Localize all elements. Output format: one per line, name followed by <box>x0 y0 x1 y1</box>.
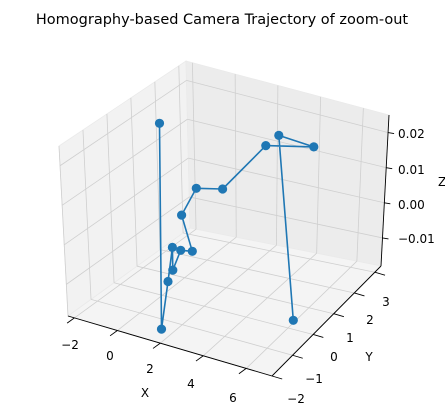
x-gridline <box>74 228 197 319</box>
x-tick-label: 4 <box>187 377 195 391</box>
trajectory-point <box>309 142 319 152</box>
z-tick <box>386 167 393 170</box>
grid-lines <box>58 62 389 377</box>
y-tick-label: 3 <box>382 295 390 309</box>
y-gridline <box>154 81 161 250</box>
y-tick-label: 0 <box>330 350 338 364</box>
x-tick <box>152 342 161 349</box>
y-gridline <box>136 265 334 315</box>
axes-lines <box>67 114 390 377</box>
y-gridline <box>58 145 69 317</box>
x-gridline <box>245 260 358 369</box>
x-gridline <box>316 96 322 254</box>
x-axis-label: X <box>141 386 149 400</box>
y-gridline <box>82 129 92 300</box>
y-gridline <box>130 97 138 267</box>
z-gridline <box>64 157 189 246</box>
x-gridline <box>203 252 317 357</box>
trajectory-point <box>177 210 187 220</box>
y-axis-line <box>271 265 382 377</box>
x-tick <box>66 317 75 324</box>
x-tick <box>195 355 204 362</box>
chart-title: Homography-based Camera Trajectory of zo… <box>36 12 408 28</box>
x-gridline <box>234 74 237 238</box>
trajectory-point <box>288 315 298 325</box>
y-tick-label: 2 <box>366 313 374 327</box>
y-gridline <box>113 282 314 335</box>
y-tick <box>374 271 386 276</box>
x-gridline <box>356 108 364 262</box>
trajectory-point <box>261 141 271 151</box>
x-gridline <box>276 85 279 246</box>
trajectory-point <box>168 265 178 275</box>
trajectory-point <box>191 183 201 193</box>
trajectory-point <box>218 184 228 194</box>
trajectory-point <box>156 324 167 334</box>
y-tick <box>271 375 283 380</box>
y-gridline <box>106 113 115 283</box>
z-tick <box>387 132 395 135</box>
z-tick-label: 0.02 <box>398 127 425 141</box>
x-tick <box>238 368 247 375</box>
trajectory-point <box>167 242 177 252</box>
z-tick-label: −0.01 <box>398 232 435 246</box>
x-gridline <box>160 244 277 344</box>
y-gridline <box>90 299 293 356</box>
trajectory-point <box>154 118 165 128</box>
z-tick-label: 0.00 <box>398 198 425 212</box>
z-gridline <box>188 157 385 204</box>
plot-layer <box>154 118 319 334</box>
z-tick <box>382 237 389 240</box>
y-tick <box>313 334 324 338</box>
z-tick-label: 0.01 <box>398 163 425 177</box>
trajectory-point <box>176 245 186 255</box>
x-axis-line <box>67 315 273 377</box>
x-gridline <box>192 62 197 230</box>
trajectory-point <box>187 246 197 256</box>
y-tick <box>292 354 303 359</box>
x-tick-label: 6 <box>229 391 237 405</box>
z-gridline <box>59 80 187 167</box>
y-tick <box>354 292 365 297</box>
x-tick <box>109 330 118 337</box>
z-axis-line <box>380 114 390 267</box>
tick-marks <box>66 132 395 380</box>
z-tick <box>384 202 391 205</box>
x-tick-label: 0 <box>106 349 114 363</box>
trajectory-point <box>274 130 284 140</box>
z-gridline <box>187 118 387 169</box>
trajectory-point <box>163 276 173 287</box>
y-gridline <box>178 65 184 233</box>
y-tick-label: −2 <box>287 392 305 406</box>
y-gridline <box>183 232 375 273</box>
x-gridline <box>117 236 237 331</box>
y-tick-label: 1 <box>346 331 354 345</box>
z-gridline <box>66 196 190 285</box>
y-tick-label: −1 <box>305 372 323 386</box>
y-gridline <box>159 249 355 294</box>
z-gridline <box>61 118 188 206</box>
x-tick-label: 2 <box>146 362 154 376</box>
y-axis-label: Y <box>364 350 373 364</box>
z-gridline <box>186 80 389 133</box>
trajectory-line <box>158 123 315 330</box>
z-axis-label: Z <box>438 175 445 189</box>
x-tick-label: −2 <box>61 338 79 352</box>
y-tick <box>333 313 345 318</box>
